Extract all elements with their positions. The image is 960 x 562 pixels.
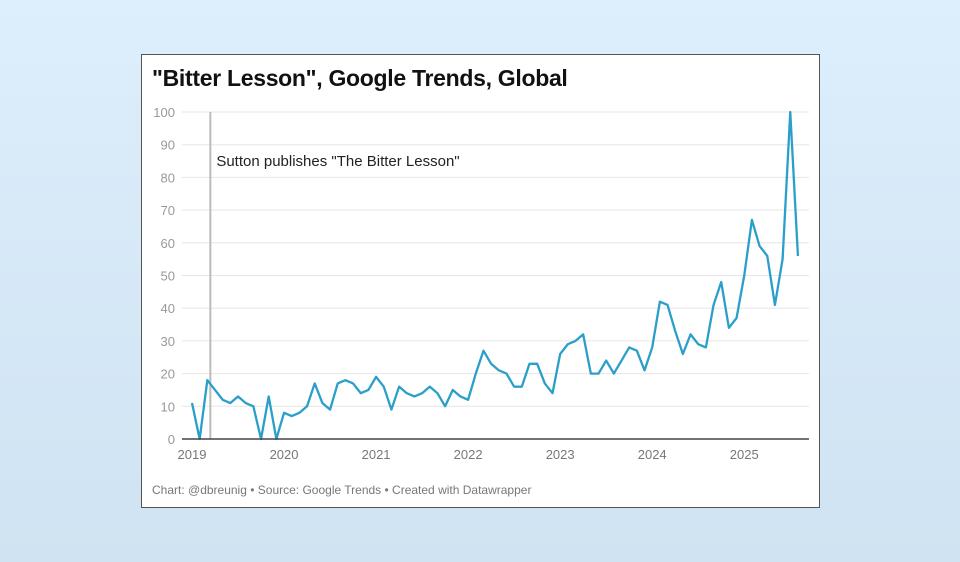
x-tick-label: 2023 xyxy=(546,447,575,462)
y-tick-label: 20 xyxy=(161,367,175,382)
annotation-text: Sutton publishes "The Bitter Lesson" xyxy=(216,153,459,170)
line-chart: 0 10 20 30 40 50 60 70 80 90 100 Sutton publishes "… xyxy=(153,105,809,462)
x-tick-label: 2019 xyxy=(178,447,207,462)
y-tick-label: 10 xyxy=(161,399,175,414)
y-tick-label: 70 xyxy=(161,203,175,218)
y-tick-label: 80 xyxy=(161,170,175,185)
y-tick-label: 40 xyxy=(161,301,175,316)
x-tick-label: 2025 xyxy=(730,447,759,462)
x-tick-label: 2021 xyxy=(362,447,391,462)
chart-footer: Chart: @dbreunig • Source: Google Trends… xyxy=(152,483,532,497)
y-tick-label: 50 xyxy=(161,269,175,284)
series-line xyxy=(190,110,800,441)
chart-title: "Bitter Lesson", Google Trends, Global xyxy=(152,65,568,91)
y-tick-label: 60 xyxy=(161,236,175,251)
y-tick-label: 90 xyxy=(161,138,175,153)
y-tick-label: 0 xyxy=(168,432,175,447)
x-tick-label: 2020 xyxy=(270,447,299,462)
y-tick-label: 100 xyxy=(153,105,175,120)
y-tick-label: 30 xyxy=(161,334,175,349)
chart-card: "Bitter Lesson", Google Trends, Global 0… xyxy=(141,54,820,508)
x-tick-label: 2022 xyxy=(454,447,483,462)
x-tick-label: 2024 xyxy=(638,447,667,462)
